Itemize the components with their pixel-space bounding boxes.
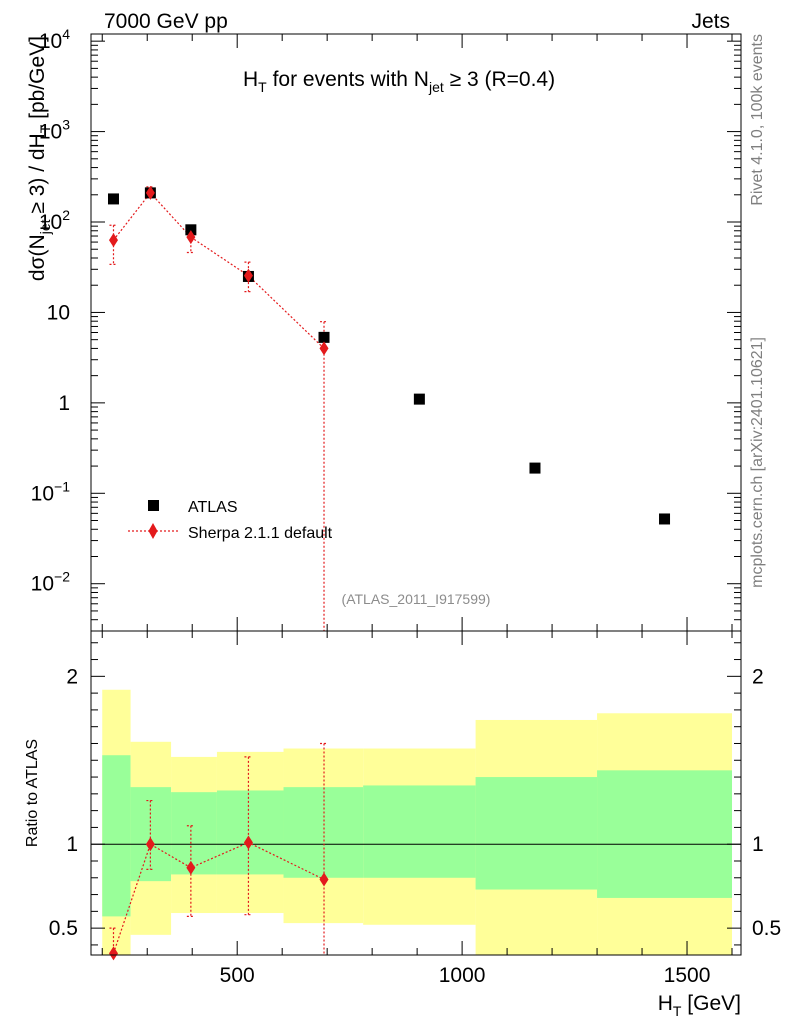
ratio-y-tick-label-right: 0.5 [752,917,781,940]
ratio-sherpa-point [145,837,155,852]
sherpa-line [113,191,325,349]
ratio-frame [90,630,742,956]
main-y-tick-label: 1 [58,392,70,415]
header-energy-label: 7000 GeV pp [104,10,228,33]
sherpa-data-point [319,341,329,356]
sherpa-data-point [145,185,155,200]
tick-base: 10 [47,301,70,324]
main-y-tick-label: 102 [39,207,70,234]
ratio-sherpa-point [319,872,329,887]
ratio-y-tick-label-left: 2 [66,665,78,688]
xlabel-h: H [658,992,673,1015]
x-tick-label: 1500 [664,964,711,987]
legend-atlas-marker [148,500,159,511]
atlas-data-point [185,224,197,236]
x-tick-label: 500 [220,964,255,987]
ratio-y-tick-label-left: 0.5 [49,917,78,940]
x-tick-label: 1000 [439,964,486,987]
ratio-panel: 0.5 0.5 1 1 2 2 500 1000 1500 Ratio to ATLAS HT … [24,630,781,1019]
analysis-id-label: (ATLAS_2011_I917599) [342,591,491,607]
ratio-band-green [597,770,733,898]
main-y-tick-label: 103 [39,117,70,144]
xlabel-unit: [GeV] [681,992,741,1015]
ratio-sherpa-point [108,946,118,961]
ratio-bands [102,689,733,955]
title-post: ≥ 3 (R=0.4) [444,68,555,91]
title-mid-sub: jet [428,79,444,95]
tick-exponent: 2 [62,207,70,223]
tick-exponent: −2 [54,569,70,585]
atlas-data-point [529,462,541,474]
ylabel-part1-sub: jet [37,219,53,235]
main-y-tick-label: 10−1 [31,478,71,505]
main-panel: HT for events with Njet ≥ 3 (R=0.4) dσ(N… [26,26,742,632]
ratio-band-green [283,787,364,878]
ratio-y-axis-label: Ratio to ATLAS [24,739,41,847]
main-y-tick-label: 10−2 [31,569,71,596]
ratio-band-green [475,777,598,890]
tick-base: 10 [39,30,62,53]
ratio-sherpa-point [243,835,253,850]
ratio-ticks: 0.5 0.5 1 1 2 2 500 1000 1500 [49,631,781,987]
legend: ATLAS Sherpa 2.1.1 default [128,499,333,542]
atlas-data-point [413,393,425,405]
sherpa-data-point [108,233,118,248]
rivet-version-label: Rivet 4.1.0, 100k events [749,34,766,206]
legend-sherpa-label: Sherpa 2.1.1 default [188,525,333,542]
ratio-band-green [171,792,217,875]
title-h: H [243,68,258,91]
tick-base: 10 [31,573,54,596]
title-mid: for events with N [267,68,429,91]
ratio-band-green [102,755,131,917]
ylabel-part3: [pb/GeV] [26,36,49,125]
sherpa-data-point [186,230,196,245]
header-jets-label: Jets [691,10,730,33]
main-title: HT for events with Njet ≥ 3 (R=0.4) [243,68,555,95]
ratio-sherpa-point [186,860,196,875]
atlas-data-point [318,331,330,343]
title-h-sub: T [258,79,267,95]
main-series [107,185,671,631]
ratio-y-tick-label-right: 1 [752,833,764,856]
tick-base: 1 [58,392,70,415]
xlabel-sub: T [673,1003,682,1019]
tick-exponent: −1 [54,478,70,494]
tick-exponent: 4 [62,26,70,42]
tick-base: 10 [39,211,62,234]
ylabel-part2: ≥ 3) / dH [26,133,49,219]
mcplots-credit-label: mcplots.cern.ch [arXiv:2401.10621] [749,337,766,588]
atlas-data-point [659,513,671,525]
main-y-tick-label: 10 [47,301,70,324]
ylabel-part2-sub: T [37,124,53,133]
tick-exponent: 3 [62,117,70,133]
tick-base: 10 [31,482,54,505]
x-axis-label: HT [GeV] [658,992,741,1019]
ratio-y-tick-label-right: 2 [752,665,764,688]
ratio-y-tick-label-left: 1 [66,833,78,856]
main-y-axis-label: dσ(Njet ≥ 3) / dHT [pb/GeV] [26,36,53,281]
ratio-band-green [363,785,476,878]
legend-sherpa-marker [148,523,158,539]
sherpa-data-point [243,268,253,283]
tick-base: 10 [39,121,62,144]
atlas-data-point [107,193,119,205]
ylabel-part1: dσ(N [26,234,49,281]
main-y-tick-label: 104 [39,26,70,53]
legend-atlas-label: ATLAS [188,499,238,516]
ratio-band-green [216,790,284,875]
ratio-series [108,742,329,961]
